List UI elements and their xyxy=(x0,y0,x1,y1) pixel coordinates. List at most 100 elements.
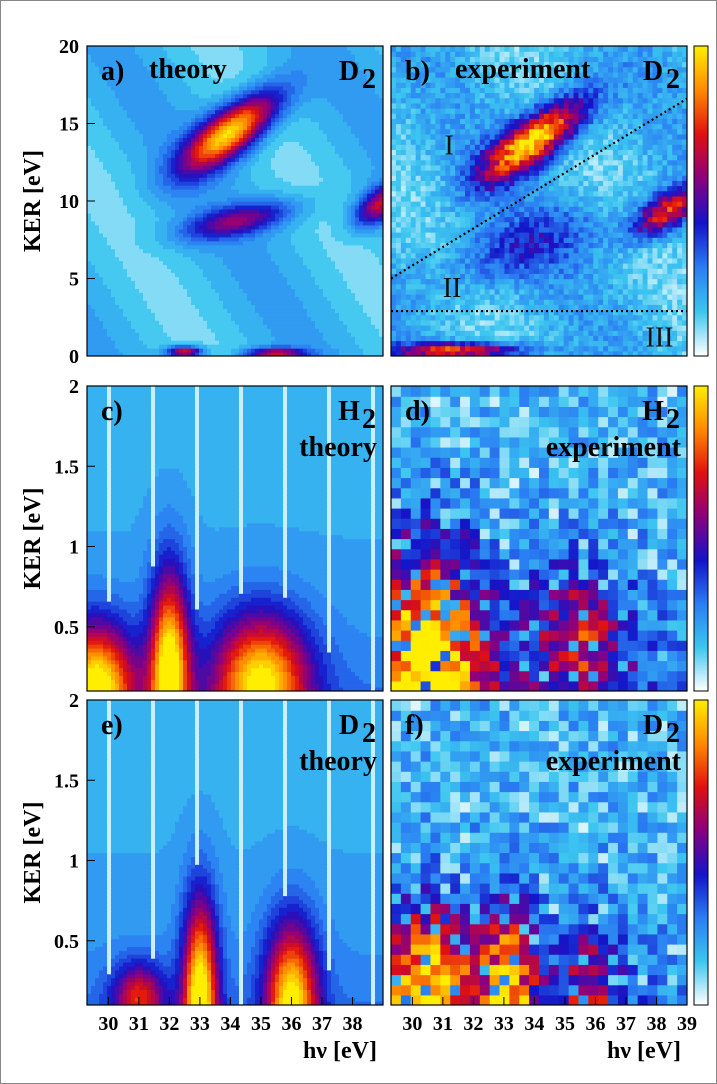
heatmap-cell xyxy=(275,185,280,190)
heatmap-cell xyxy=(211,308,216,313)
heatmap-cell xyxy=(195,348,200,353)
heatmap-cell xyxy=(207,157,212,162)
heatmap-cell xyxy=(367,252,372,258)
heatmap-cell xyxy=(147,141,152,146)
heatmap-cell xyxy=(311,117,316,123)
heatmap-cell xyxy=(275,352,280,356)
heatmap-cell xyxy=(243,320,248,325)
heatmap-cell xyxy=(191,109,196,115)
heatmap-cell xyxy=(215,272,220,278)
heatmap-cell xyxy=(363,109,368,115)
heatmap-cell xyxy=(159,244,164,250)
heatmap-cell xyxy=(311,97,316,103)
heatmap-cell xyxy=(139,296,144,301)
heatmap-cell xyxy=(303,204,308,210)
heatmap-cell xyxy=(275,93,280,99)
heatmap-cell xyxy=(191,256,196,262)
heatmap-cell xyxy=(175,240,180,246)
heatmap-cell xyxy=(111,288,116,294)
heatmap-cell xyxy=(375,216,380,222)
heatmap-cell xyxy=(159,181,164,186)
heatmap-cell xyxy=(151,352,156,356)
heatmap-cell xyxy=(107,125,112,131)
heatmap-cell xyxy=(323,105,328,111)
heatmap-cell xyxy=(315,121,320,127)
heatmap-cell xyxy=(287,312,292,317)
heatmap-cell xyxy=(147,177,152,182)
heatmap-cell xyxy=(155,284,160,290)
heatmap-cell xyxy=(287,165,292,170)
heatmap-cell xyxy=(115,280,120,286)
heatmap-cell xyxy=(331,189,336,194)
heatmap-cell xyxy=(367,89,372,95)
heatmap-cell xyxy=(119,149,124,154)
heatmap-cell xyxy=(291,165,296,170)
heatmap-cell xyxy=(155,292,160,297)
heatmap-cell xyxy=(347,189,352,194)
heatmap-cell xyxy=(371,224,376,230)
heatmap-cell xyxy=(259,276,264,282)
heatmap-cell xyxy=(239,93,244,99)
heatmap-cell xyxy=(251,185,256,190)
heatmap-cell xyxy=(199,340,204,345)
heatmap-cell xyxy=(127,244,132,250)
heatmap-cell xyxy=(159,240,164,246)
heatmap-cell xyxy=(263,145,268,150)
heatmap-cell xyxy=(203,109,208,115)
heatmap-cell xyxy=(91,308,96,313)
heatmap-cell xyxy=(267,248,272,254)
heatmap-cell xyxy=(127,292,132,297)
heatmap-cell xyxy=(363,336,368,341)
heatmap-cell xyxy=(243,324,248,329)
heatmap-cell xyxy=(311,220,316,226)
heatmap-cell xyxy=(359,169,364,174)
heatmap-cell xyxy=(315,284,320,290)
heatmap-cell xyxy=(259,352,264,356)
heatmap-cell xyxy=(175,316,180,321)
heatmap-cell xyxy=(335,149,340,154)
heatmap-cell xyxy=(355,296,360,301)
heatmap-cell xyxy=(275,232,280,238)
heatmap-cell xyxy=(107,300,112,305)
heatmap-cell xyxy=(203,304,208,309)
heatmap-cell xyxy=(95,276,100,282)
heatmap-cell xyxy=(119,117,124,123)
heatmap-cell xyxy=(159,220,164,226)
heatmap-cell xyxy=(111,256,116,262)
heatmap-cell xyxy=(199,201,204,206)
heatmap-cell xyxy=(267,288,272,294)
heatmap-cell xyxy=(159,153,164,158)
heatmap-cell xyxy=(303,125,308,131)
heatmap-cell xyxy=(331,256,336,262)
heatmap-cell xyxy=(219,320,224,325)
heatmap-cell xyxy=(111,89,116,95)
heatmap-cell xyxy=(207,336,212,341)
heatmap-cell xyxy=(367,308,372,313)
heatmap-cell xyxy=(247,352,252,356)
heatmap-cell xyxy=(175,328,180,333)
heatmap-cell xyxy=(87,224,92,230)
heatmap-cell xyxy=(171,204,176,210)
heatmap-cell xyxy=(211,292,216,297)
heatmap-cell xyxy=(307,284,312,290)
heatmap-cell xyxy=(203,117,208,123)
heatmap-cell xyxy=(299,232,304,238)
heatmap-cell xyxy=(235,105,240,111)
heatmap-cell xyxy=(299,216,304,222)
heatmap-cell xyxy=(219,153,224,158)
heatmap-cell xyxy=(355,328,360,333)
heatmap-cell xyxy=(91,292,96,297)
heatmap-cell xyxy=(179,181,184,186)
heatmap-cell xyxy=(143,300,148,305)
heatmap-cell xyxy=(111,236,116,242)
heatmap-cell xyxy=(95,137,100,142)
heatmap-cell xyxy=(223,256,228,262)
heatmap-cell xyxy=(339,161,344,166)
heatmap-cell xyxy=(227,336,232,341)
heatmap-cell xyxy=(235,212,240,218)
heatmap-cell xyxy=(223,137,228,142)
heatmap-cell xyxy=(127,85,132,91)
heatmap-cell xyxy=(267,149,272,154)
heatmap-cell xyxy=(311,185,316,190)
heatmap-cell xyxy=(243,105,248,111)
